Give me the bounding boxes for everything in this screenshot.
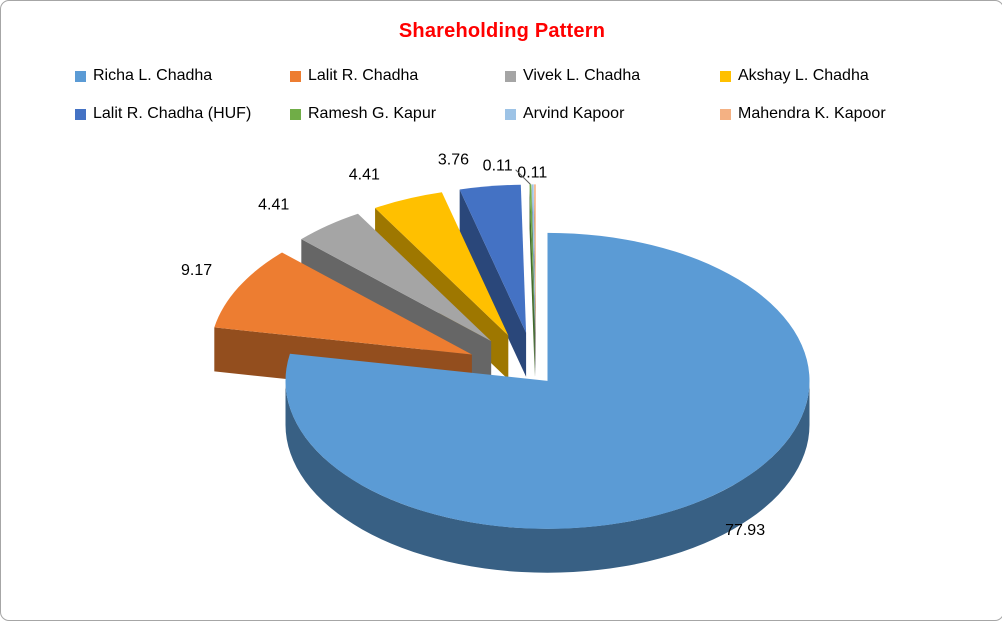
legend-swatch: [290, 108, 301, 120]
pie-slice-side: [285, 380, 810, 573]
legend-label: Ramesh G. Kapur: [308, 105, 437, 122]
pie-slice-wall: [534, 184, 536, 377]
data-label: 0.11: [517, 165, 547, 182]
pie-slice: [301, 213, 492, 342]
legend-item: Lalit R. Chadha: [290, 67, 505, 85]
chart-title: Shareholding Pattern: [398, 20, 606, 42]
pie-slice: [459, 184, 527, 333]
pie-slice: [529, 184, 535, 333]
legend-item: Ramesh G. Kapur: [290, 105, 505, 123]
data-label: 77.93: [725, 522, 765, 539]
pie-slice: [531, 184, 536, 333]
legend-label: Arvind Kapoor: [523, 105, 625, 122]
legend: Richa L. Chadha Lalit R. Chadha Vivek L. C…: [75, 67, 935, 123]
legend-item: Arvind Kapoor: [505, 105, 720, 123]
pie-slice: [214, 252, 472, 355]
data-label: 3.76: [438, 152, 469, 169]
pie-slice-wall: [529, 184, 535, 377]
legend-swatch: [505, 70, 516, 82]
data-label: 4.41: [349, 166, 380, 183]
legend-label: Lalit R. Chadha: [308, 67, 419, 84]
legend-swatch: [720, 108, 731, 120]
data-label: 4.41: [258, 196, 289, 213]
legend-swatch: [720, 70, 731, 82]
legend-label: Richa L. Chadha: [93, 67, 213, 84]
pie-slice-wall: [459, 189, 527, 377]
legend-swatch: [505, 108, 516, 120]
legend-swatch: [75, 108, 86, 120]
legend-item: Vivek L. Chadha: [505, 67, 720, 85]
legend-label: Lalit R. Chadha (HUF): [93, 105, 252, 122]
leader-line: [515, 169, 531, 185]
legend-item: Akshay L. Chadha: [720, 67, 935, 85]
legend-swatch: [290, 70, 301, 82]
legend-item: Lalit R. Chadha (HUF): [75, 105, 290, 123]
legend-swatch: [75, 70, 86, 82]
pie-slice: [285, 232, 810, 529]
legend-label: Akshay L. Chadha: [738, 67, 869, 84]
pie-slice: [375, 192, 509, 336]
legend-item: Richa L. Chadha: [75, 67, 290, 85]
data-label: 0.11: [483, 158, 513, 175]
pie-slice: [534, 184, 536, 333]
legend-label: Vivek L. Chadha: [523, 67, 641, 84]
legend-item: Mahendra K. Kapoor: [720, 105, 935, 123]
data-label: 9.17: [181, 262, 212, 279]
legend-label: Mahendra K. Kapoor: [738, 105, 886, 122]
